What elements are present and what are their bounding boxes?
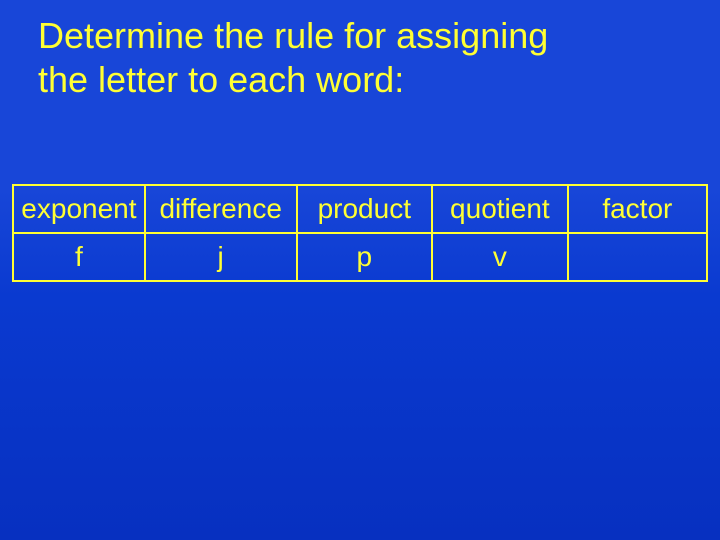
table-cell: p [297, 233, 433, 281]
table-cell: exponent [13, 185, 145, 233]
slide: Determine the rule for assigning the let… [0, 0, 720, 540]
table-cell: quotient [432, 185, 568, 233]
table-cell: factor [568, 185, 707, 233]
table-row: f j p v [13, 233, 707, 281]
table-cell: v [432, 233, 568, 281]
table-row: exponent difference product quotient fac… [13, 185, 707, 233]
table-cell [568, 233, 707, 281]
table-cell: difference [145, 185, 297, 233]
table-cell: f [13, 233, 145, 281]
table-cell: product [297, 185, 433, 233]
table-cell: j [145, 233, 297, 281]
slide-title: Determine the rule for assigning the let… [38, 14, 548, 102]
rule-table: exponent difference product quotient fac… [12, 184, 708, 282]
